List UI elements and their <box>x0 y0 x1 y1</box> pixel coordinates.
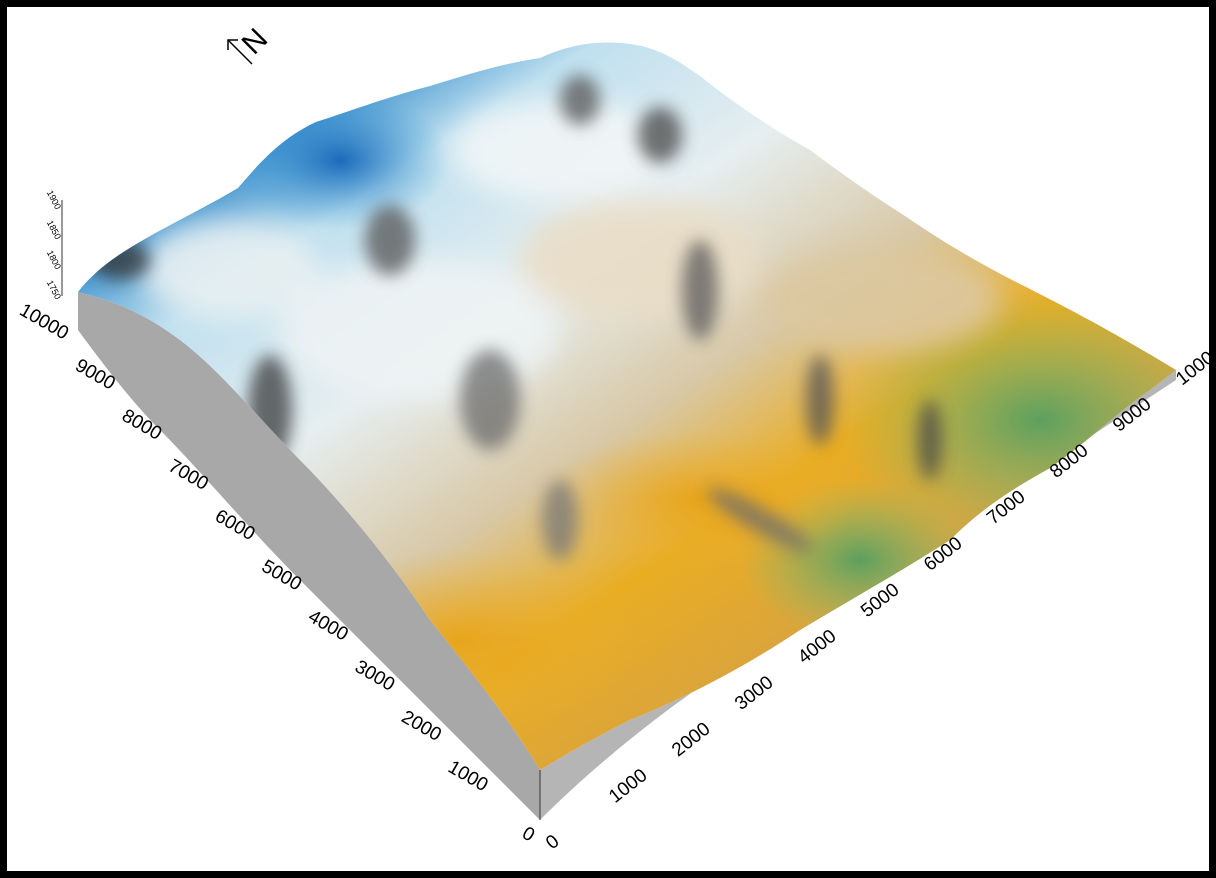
x-axis-tick-label: 3000 <box>731 672 777 715</box>
north-arrow-icon: N <box>227 22 275 65</box>
x-axis-tick-label: 1000 <box>605 765 651 808</box>
x-axis-tick-label: 0 <box>542 831 563 854</box>
x-axis-tick-label: 4000 <box>794 626 840 669</box>
z-axis-tick-label: 1750 <box>45 279 63 301</box>
z-axis-tick-label: 1900 <box>45 189 63 211</box>
x-axis-tick-label: 2000 <box>668 719 714 762</box>
z-axis-tick-label: 1800 <box>45 249 63 271</box>
terrain-base-left-side <box>78 292 540 820</box>
y-axis-tick-label: 0 <box>518 823 538 846</box>
north-arrow-label: N <box>236 22 275 61</box>
y-axis-tick-label: 10000 <box>16 300 72 345</box>
z-axis-tick-label: 1850 <box>45 219 63 241</box>
z-axis-ticks: 1750 1800 1850 1900 <box>45 189 63 301</box>
